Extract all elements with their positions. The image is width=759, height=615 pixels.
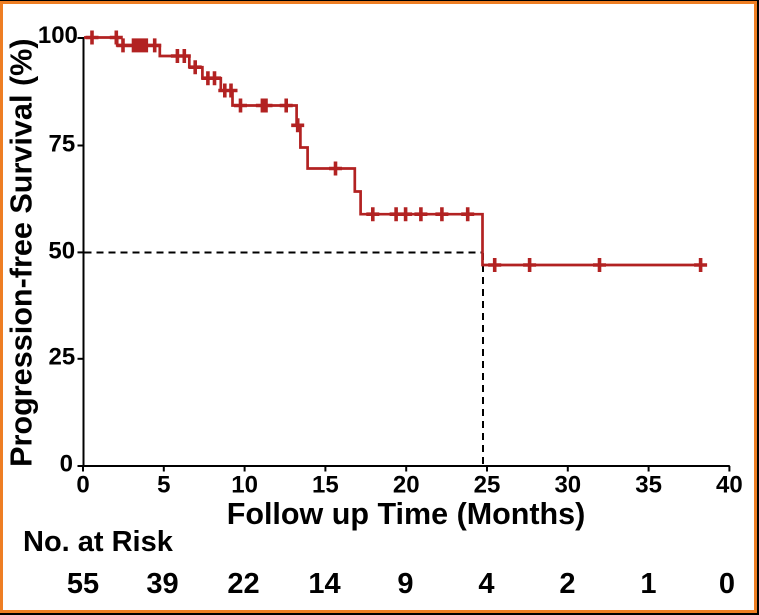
- svg-text:2: 2: [559, 568, 575, 600]
- svg-text:0: 0: [60, 451, 73, 478]
- svg-text:4: 4: [478, 568, 494, 600]
- svg-text:100: 100: [38, 22, 78, 49]
- svg-text:14: 14: [308, 568, 340, 600]
- svg-text:9: 9: [397, 568, 413, 600]
- svg-text:0: 0: [76, 472, 89, 499]
- svg-text:55: 55: [67, 568, 99, 600]
- svg-text:10: 10: [231, 472, 258, 499]
- svg-text:30: 30: [554, 472, 581, 499]
- svg-text:22: 22: [227, 568, 259, 600]
- svg-text:Progression-free Survival (%): Progression-free Survival (%): [5, 38, 39, 466]
- svg-text:5: 5: [157, 472, 170, 499]
- svg-text:35: 35: [635, 472, 662, 499]
- svg-text:Follow up Time (Months): Follow up Time (Months): [227, 497, 586, 531]
- svg-text:50: 50: [48, 237, 75, 264]
- svg-text:75: 75: [48, 130, 75, 157]
- svg-text:20: 20: [393, 472, 420, 499]
- svg-text:25: 25: [48, 344, 75, 371]
- svg-text:25: 25: [474, 472, 501, 499]
- svg-text:0: 0: [719, 568, 735, 600]
- svg-text:No. at Risk: No. at Risk: [23, 526, 174, 558]
- svg-text:40: 40: [716, 472, 743, 499]
- svg-text:1: 1: [640, 568, 656, 600]
- svg-text:15: 15: [312, 472, 339, 499]
- svg-text:39: 39: [146, 568, 178, 600]
